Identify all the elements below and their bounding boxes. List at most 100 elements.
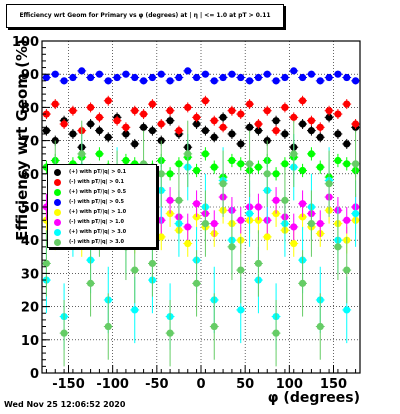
data-point — [290, 239, 298, 248]
y-tick-label: 0 — [30, 367, 39, 382]
data-point — [51, 70, 59, 78]
data-point — [104, 322, 112, 331]
data-point — [166, 170, 174, 178]
legend: (+) with pT/|q| > 0.1 (-) with pT/|q| > … — [47, 164, 157, 248]
data-point — [122, 156, 130, 165]
legend-entry: (+) with pT/|q| > 0.5 — [52, 187, 154, 197]
data-point — [139, 123, 148, 131]
data-point — [148, 73, 157, 82]
data-point — [148, 127, 157, 135]
data-point — [237, 266, 245, 274]
x-tick-label: -150 — [52, 377, 85, 392]
data-point — [343, 266, 351, 274]
data-point — [272, 117, 280, 125]
data-point — [307, 127, 316, 135]
data-point — [254, 73, 263, 82]
data-point — [122, 70, 130, 78]
data-point — [184, 103, 192, 111]
legend-marker — [54, 238, 61, 246]
data-point — [237, 140, 245, 148]
legend-label: (-) with pT/|q| > 3.0 — [69, 239, 124, 245]
data-point — [343, 160, 351, 168]
data-point — [166, 117, 174, 125]
data-point — [334, 130, 342, 138]
data-point — [316, 133, 324, 141]
y-tick-label: 90 — [21, 68, 39, 83]
legend-marker — [54, 188, 61, 196]
chart-title: Efficiency wrt Geom for Primary vs φ (de… — [6, 4, 284, 28]
data-point — [210, 133, 218, 141]
data-point — [228, 156, 236, 165]
data-point — [281, 160, 289, 168]
data-point — [254, 259, 263, 268]
data-point — [237, 110, 245, 118]
legend-marker — [54, 198, 61, 206]
data-point — [237, 216, 245, 224]
data-point — [122, 123, 130, 131]
data-point — [192, 113, 201, 121]
data-point — [157, 120, 165, 128]
data-point — [237, 306, 245, 314]
data-point — [175, 196, 183, 204]
data-point — [245, 123, 254, 131]
data-point — [272, 196, 280, 204]
data-point — [201, 127, 210, 135]
data-point — [316, 163, 324, 171]
y-tick-label: 40 — [21, 234, 39, 249]
data-point — [60, 77, 68, 85]
y-tick-label: 60 — [21, 168, 39, 183]
data-point — [201, 70, 210, 78]
data-point — [131, 306, 139, 314]
data-point — [219, 123, 227, 131]
data-point — [184, 150, 192, 158]
data-point — [316, 220, 324, 228]
data-point — [254, 203, 263, 211]
legend-label: (+) with pT/|q| > 0.1 — [69, 169, 127, 175]
legend-entry: (-) with pT/|q| > 0.1 — [52, 177, 154, 187]
legend-label: (+) with pT/|q| > 0.5 — [69, 189, 127, 195]
timestamp: Wed Nov 25 12:06:52 2020 — [4, 400, 126, 409]
data-point — [343, 306, 351, 314]
data-point — [298, 97, 307, 105]
data-point — [298, 73, 307, 82]
data-point — [307, 70, 316, 78]
data-point — [113, 117, 121, 125]
data-point — [228, 70, 236, 78]
data-point — [86, 120, 95, 128]
data-point — [192, 73, 201, 82]
legend-entry: (-) with pT/|q| > 3.0 — [52, 237, 154, 247]
data-point — [210, 220, 218, 228]
data-point — [86, 103, 95, 111]
legend-label: (-) with pT/|q| > 1.0 — [69, 219, 124, 225]
data-point — [192, 166, 201, 175]
data-point — [334, 243, 342, 251]
data-point — [184, 67, 192, 75]
data-point — [42, 127, 51, 135]
data-point — [131, 140, 139, 148]
data-point — [254, 120, 263, 128]
data-point — [290, 223, 298, 231]
data-point — [325, 180, 333, 188]
data-point — [210, 77, 218, 85]
x-tick-label: 100 — [276, 377, 303, 392]
data-point — [201, 150, 210, 158]
data-point — [343, 216, 351, 224]
axes: -150 -100 -50 0 50 100 150 0 10 20 30 40 50 60 70 80 90 1… — [12, 35, 357, 392]
data-point — [122, 130, 130, 138]
data-point — [316, 77, 324, 85]
data-point — [334, 70, 342, 78]
data-point — [104, 133, 112, 141]
data-point — [201, 97, 210, 105]
data-point — [95, 113, 104, 121]
data-point — [86, 279, 95, 287]
x-tick-label: -100 — [96, 377, 129, 392]
data-point — [219, 180, 227, 188]
legend-label: (-) with pT/|q| > 0.5 — [69, 199, 124, 205]
data-point — [184, 239, 192, 248]
legend-marker — [54, 168, 61, 176]
y-tick-label: 50 — [21, 201, 39, 216]
data-point — [290, 150, 298, 158]
data-point — [60, 329, 68, 337]
data-point — [201, 220, 210, 228]
data-point — [157, 233, 165, 241]
